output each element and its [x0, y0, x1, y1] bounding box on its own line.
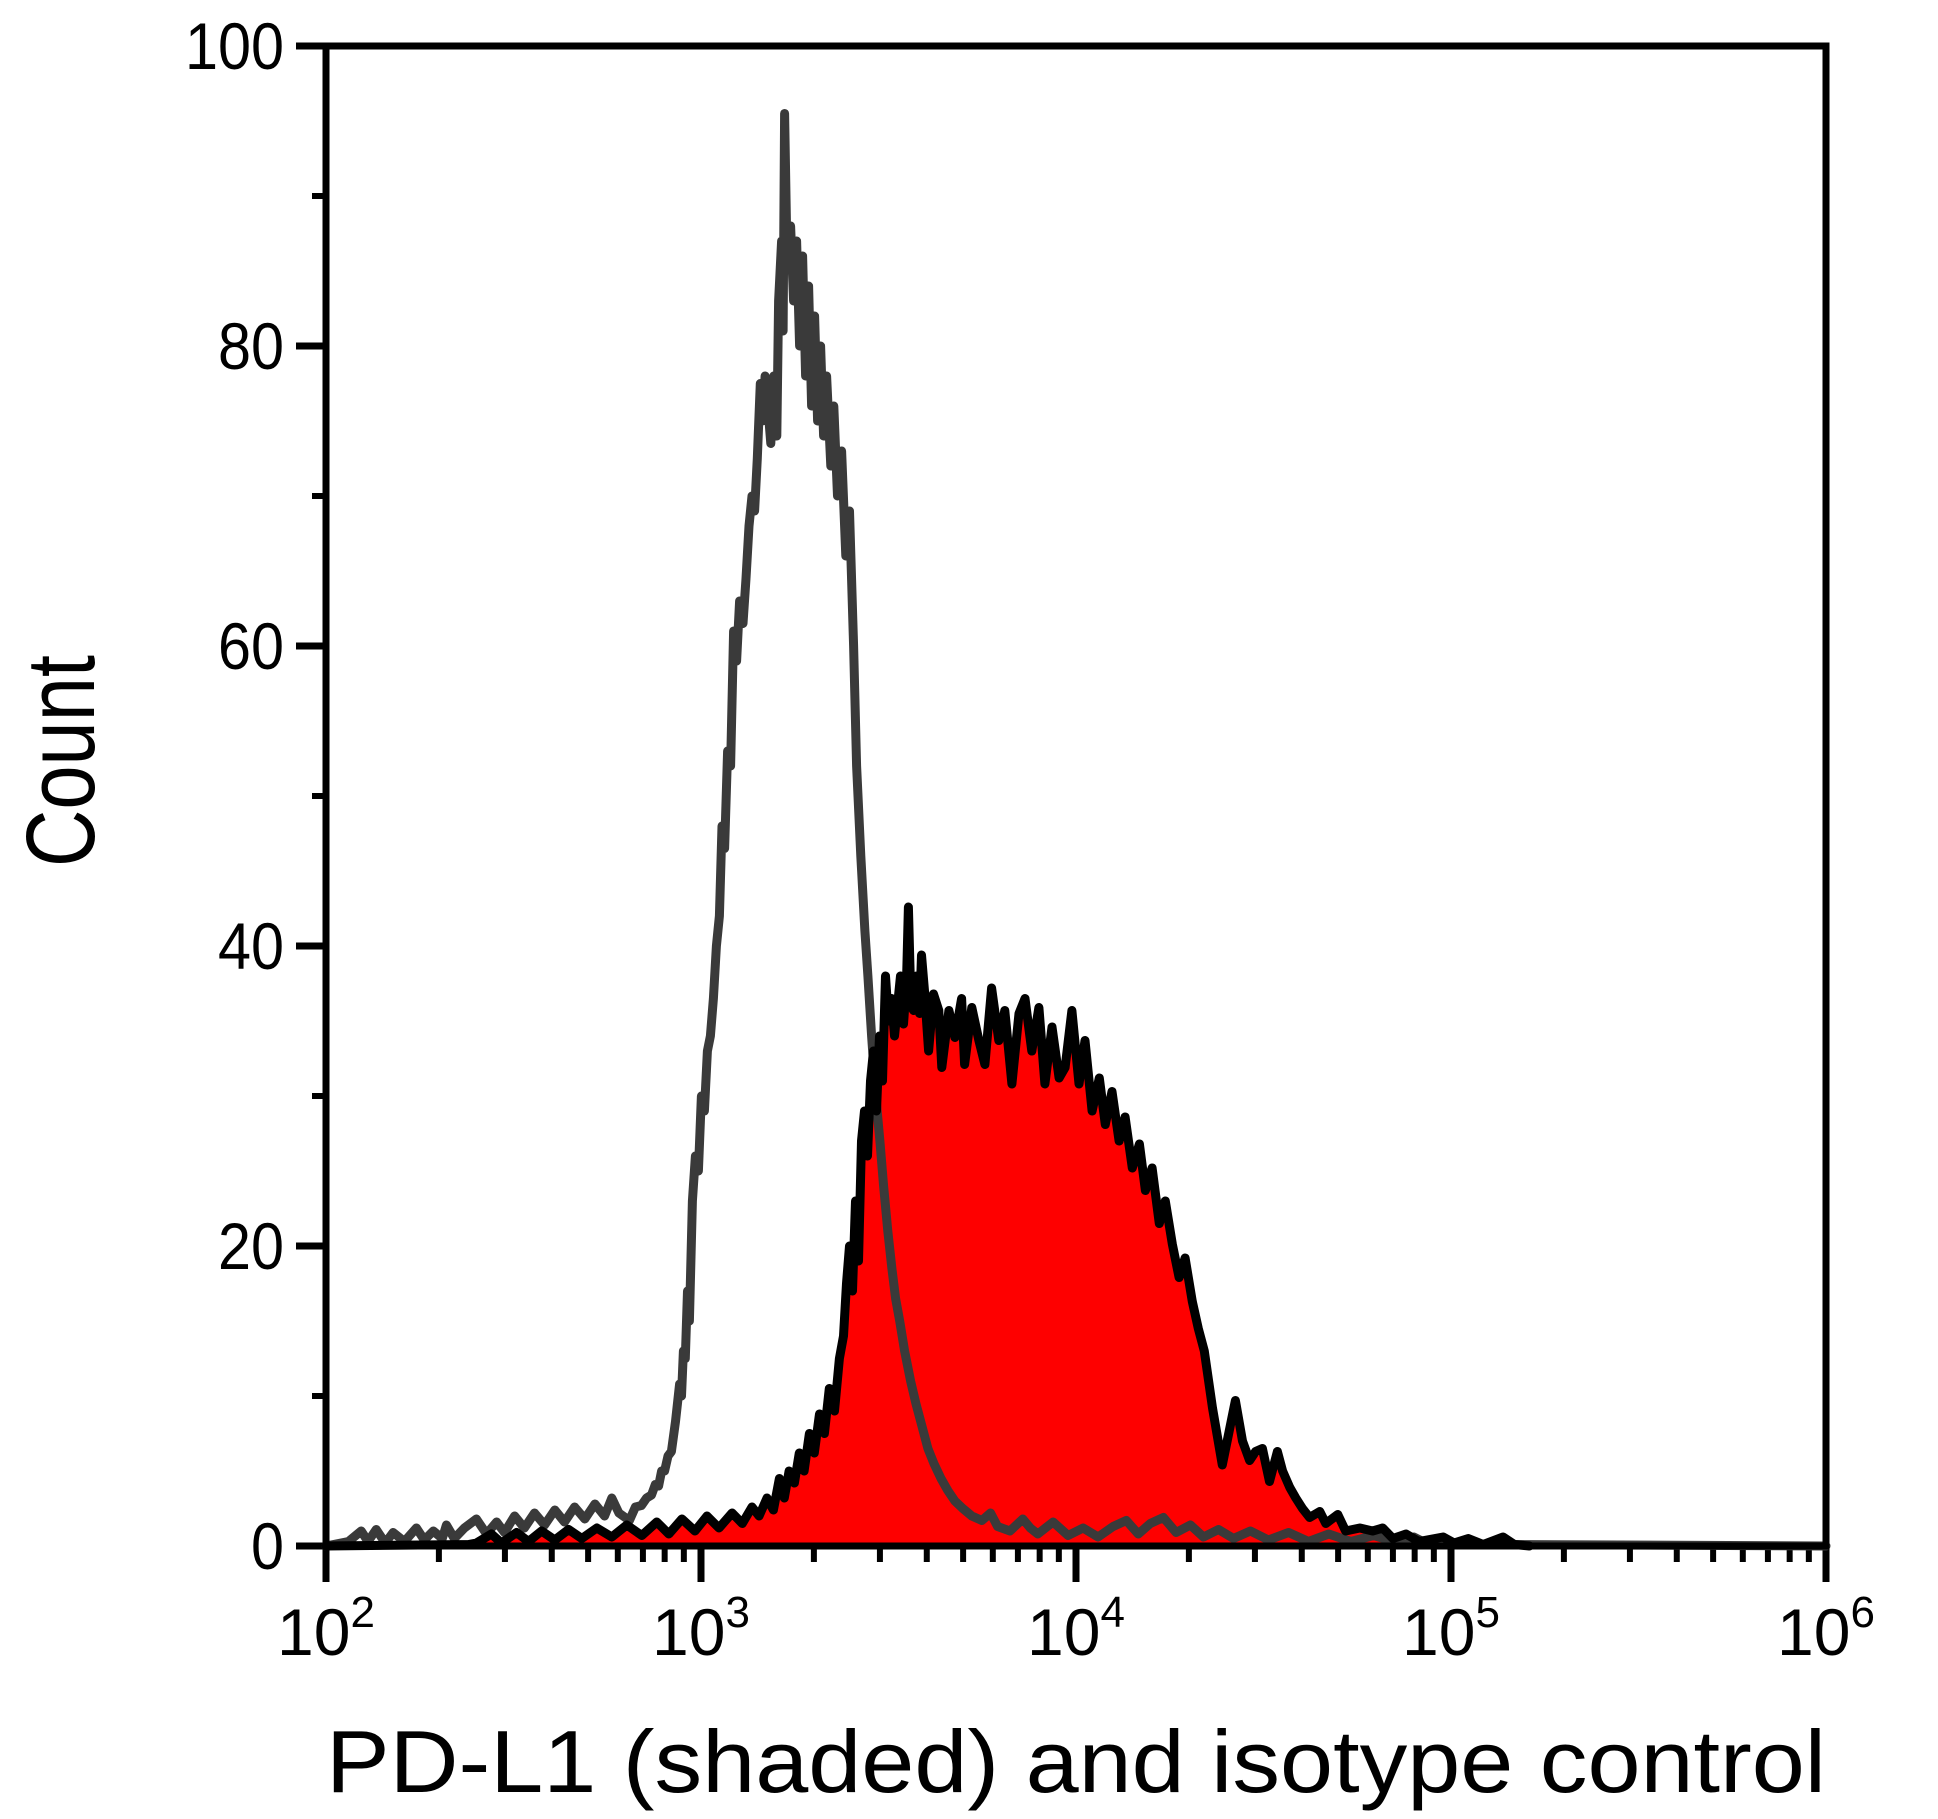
x-tick-label: 104	[1027, 1588, 1125, 1669]
pdl1-shaded-area	[326, 907, 1530, 1549]
x-tick-label: 106	[1777, 1588, 1875, 1669]
axis-tick-labels: 0 20 40 60 80 100 102 103 104 105 106	[185, 9, 1875, 1669]
x-axis-title: PD-L1 (shaded) and isotype control	[326, 1712, 1826, 1811]
y-tick-label: 60	[218, 609, 284, 683]
y-tick-label: 20	[218, 1209, 284, 1283]
pdl1-outline	[321, 902, 1534, 1551]
axis-ticks	[296, 42, 1830, 1582]
y-tick-label: 100	[185, 9, 284, 83]
x-tick-label: 102	[277, 1588, 375, 1669]
x-tick-label: 105	[1402, 1588, 1500, 1669]
y-tick-label: 40	[218, 909, 284, 983]
axis-frame	[322, 42, 1830, 1550]
x-tick-label: 103	[652, 1588, 750, 1669]
y-tick-label: 80	[218, 309, 284, 383]
y-tick-label: 0	[251, 1509, 284, 1583]
isotype-control-outline	[321, 109, 1831, 1551]
y-axis-title: Count	[6, 655, 115, 867]
plot-frame	[322, 42, 1830, 1550]
histogram-series	[321, 109, 1831, 1551]
